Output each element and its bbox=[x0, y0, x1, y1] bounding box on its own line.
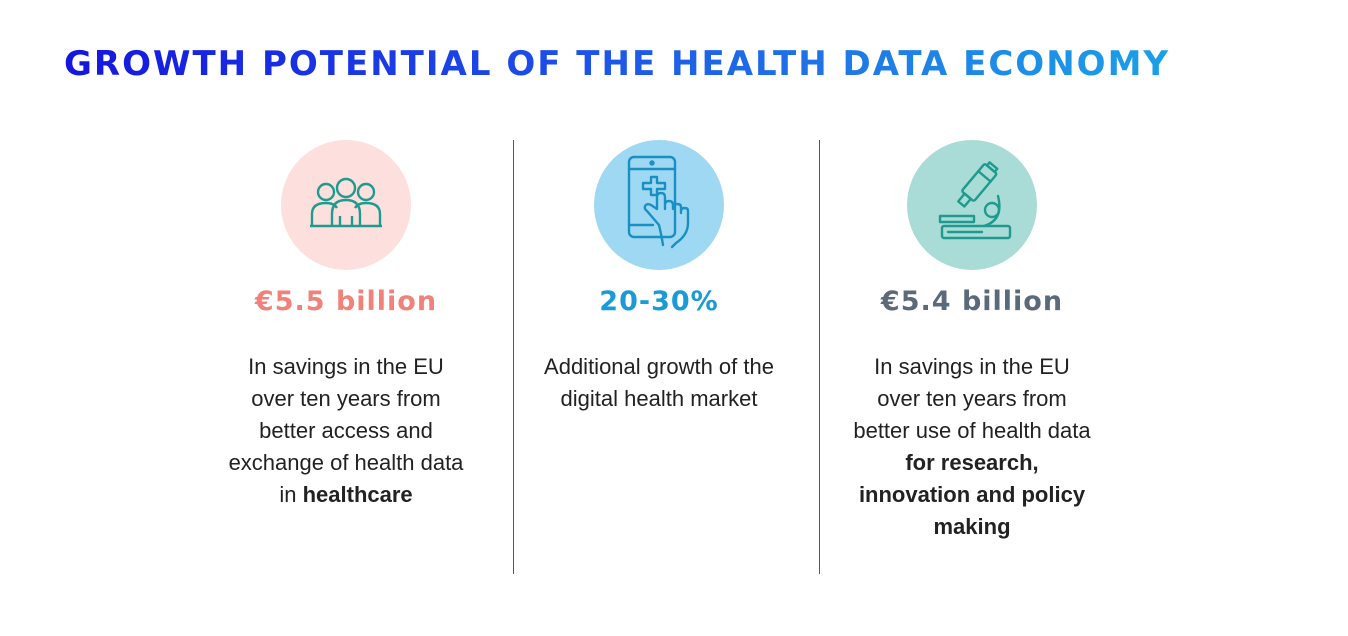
description-emphasis: for research, innovation and policy maki… bbox=[858, 450, 1086, 539]
stat-description: In savings in the EU over ten years from… bbox=[226, 351, 466, 511]
stat-card-healthcare: €5.5 billion In savings in the EU over t… bbox=[196, 140, 496, 511]
column-divider bbox=[513, 140, 514, 574]
microscope-icon bbox=[907, 140, 1037, 270]
page-title: GROWTH POTENTIAL OF THE HEALTH DATA ECON… bbox=[64, 44, 1171, 84]
description-text: Additional growth of the digital health … bbox=[544, 354, 774, 411]
stat-value: 20-30% bbox=[599, 286, 719, 317]
stat-description: Additional growth of the digital health … bbox=[539, 351, 779, 415]
people-group-icon bbox=[281, 140, 411, 270]
stat-card-digital-market: 20-30% Additional growth of the digital … bbox=[509, 140, 809, 415]
description-text: In savings in the EU over ten years from… bbox=[228, 354, 464, 507]
stat-card-research: €5.4 billion In savings in the EU over t… bbox=[822, 140, 1122, 543]
smartphone-health-icon bbox=[594, 140, 724, 270]
description-emphasis: healthcare bbox=[302, 482, 413, 507]
column-divider bbox=[819, 140, 820, 574]
stat-value: €5.5 billion bbox=[254, 286, 438, 317]
description-text: In savings in the EU over ten years from… bbox=[853, 354, 1091, 443]
stat-description: In savings in the EU over ten years from… bbox=[852, 351, 1092, 543]
stat-value: €5.4 billion bbox=[880, 286, 1064, 317]
